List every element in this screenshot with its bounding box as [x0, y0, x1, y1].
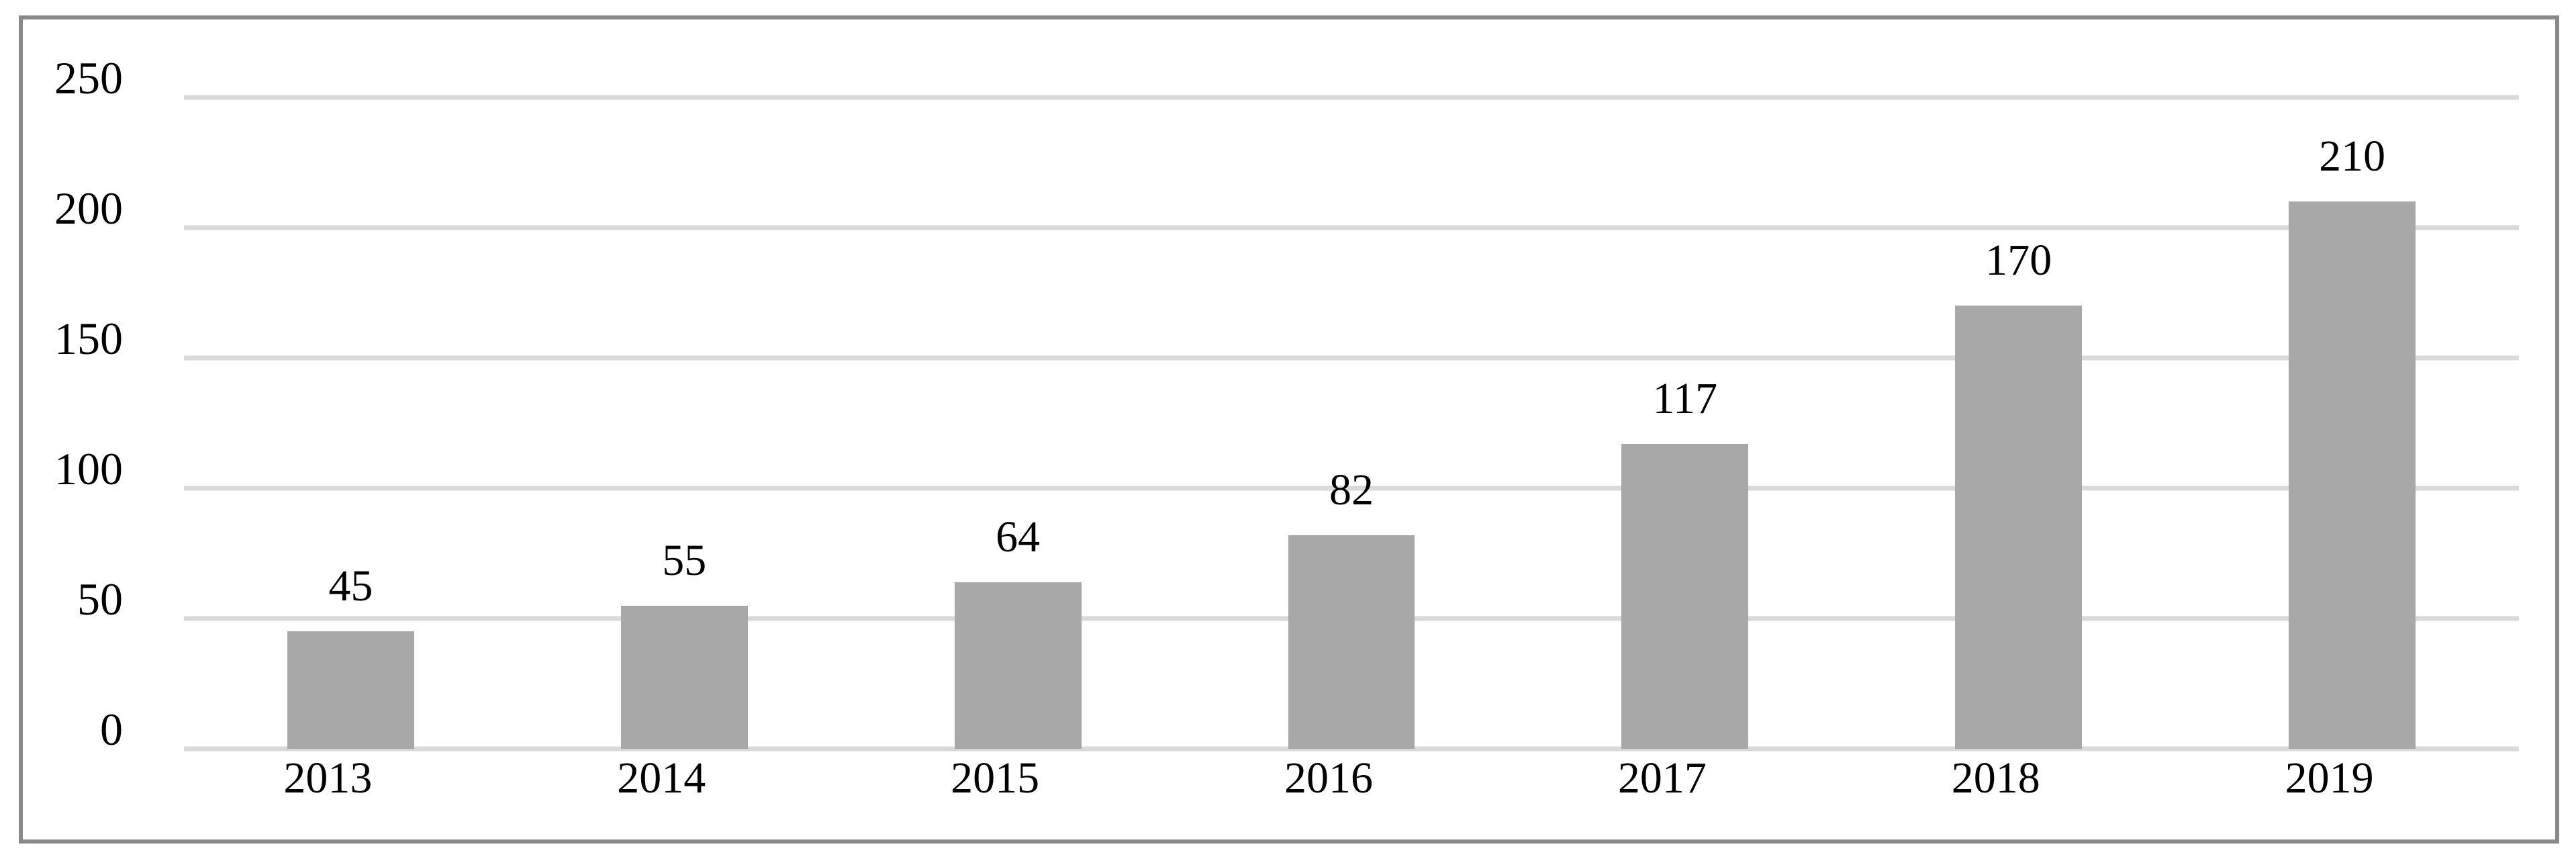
y-axis: 0 50 100 150 200 250: [20, 55, 123, 752]
gridline-y-250: [184, 95, 2519, 100]
bar: [1955, 306, 2083, 749]
x-axis-tick-label: 2013: [283, 754, 373, 803]
bar-column-2018: 170: [1852, 97, 2185, 749]
x-axis-tick-label: 2015: [951, 754, 1040, 803]
bar: [2289, 201, 2416, 749]
y-axis-tick-label: 250: [54, 52, 123, 103]
y-axis-tick-label: 100: [54, 443, 123, 494]
bar-value-label: 55: [662, 535, 707, 585]
gridline-y-0: [184, 746, 2519, 752]
x-axis: 2013 2014 2015 2016 2017 2018 2019: [161, 729, 2496, 801]
bar-value-label: 210: [2319, 132, 2386, 181]
bar-column-2014: 55: [518, 97, 851, 749]
gridline-y-150: [184, 355, 2519, 361]
y-axis-tick-label: 0: [100, 704, 123, 755]
bar: [1288, 535, 1415, 749]
bar-column-2019: 210: [2185, 97, 2519, 749]
bar-column-2013: 45: [184, 97, 518, 749]
gridline-y-200: [184, 225, 2519, 230]
y-axis-tick-label: 200: [54, 183, 123, 234]
x-axis-tick-label: 2018: [1951, 754, 2040, 803]
bar-value-label: 170: [1985, 236, 2052, 285]
bar-column-2016: 82: [1185, 97, 1519, 749]
x-axis-tick-label: 2016: [1284, 754, 1373, 803]
plot-area: 45 55 64 82 117 170 210: [184, 95, 2519, 752]
x-axis-tick-label: 2014: [617, 754, 706, 803]
bar-value-label: 45: [328, 561, 373, 611]
bar-value-label: 64: [996, 512, 1041, 561]
bar-column-2017: 117: [1518, 97, 1852, 749]
bar-value-label: 82: [1329, 465, 1374, 514]
gridline-y-100: [184, 486, 2519, 491]
bar-column-2015: 64: [851, 97, 1185, 749]
x-axis-tick-label: 2017: [1617, 754, 1707, 803]
chart-frame: 45 55 64 82 117 170 210: [19, 15, 2559, 844]
y-axis-tick-label: 150: [54, 313, 123, 364]
bar: [287, 631, 414, 749]
bar: [1621, 444, 1749, 749]
y-axis-tick-label: 50: [77, 574, 123, 625]
x-axis-tick-label: 2019: [2285, 754, 2374, 803]
bar: [954, 582, 1082, 749]
bar: [620, 605, 748, 749]
bar-value-label: 117: [1652, 374, 1718, 424]
bar-series: 45 55 64 82 117 170 210: [184, 97, 2519, 749]
